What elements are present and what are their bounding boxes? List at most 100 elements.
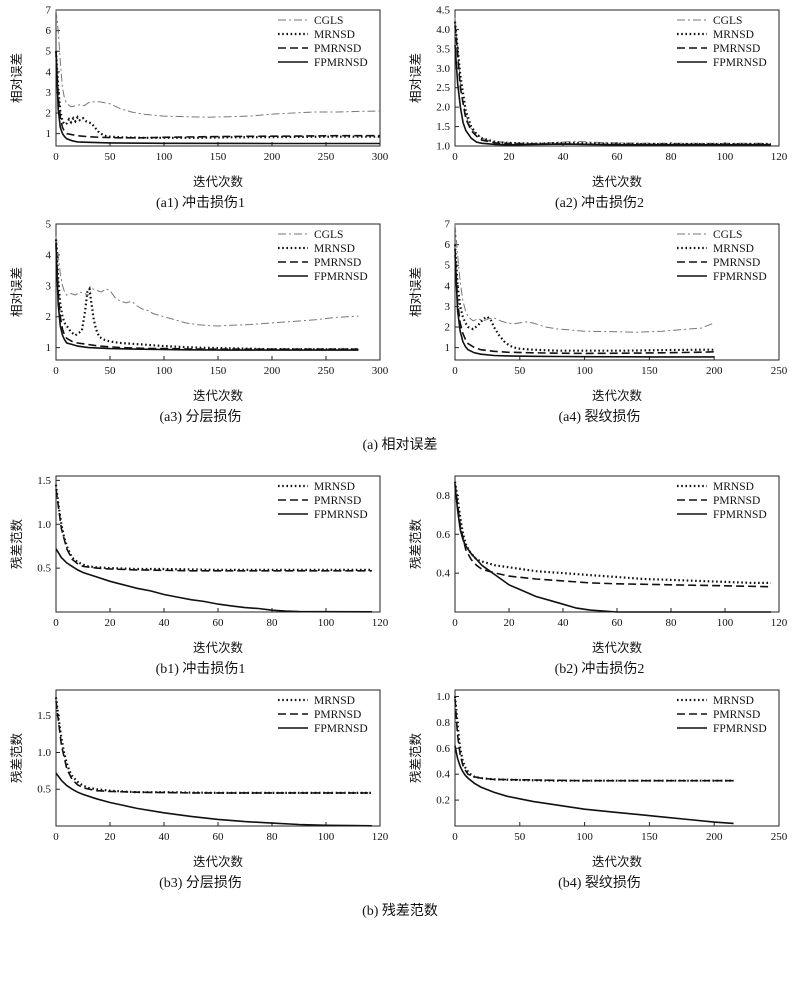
svg-text:100: 100 [716, 617, 733, 629]
svg-text:FPMRNSD: FPMRNSD [314, 723, 368, 735]
svg-text:PMRNSD: PMRNSD [314, 257, 361, 269]
svg-text:迭代次数: 迭代次数 [591, 640, 642, 655]
svg-text:CGLS: CGLS [314, 15, 343, 27]
svg-text:250: 250 [317, 365, 334, 377]
subplot-a4-caption: (a4) 裂纹损伤 [558, 410, 641, 425]
svg-text:0.5: 0.5 [37, 784, 51, 796]
svg-text:60: 60 [611, 151, 623, 163]
svg-text:0.4: 0.4 [436, 568, 450, 580]
svg-text:250: 250 [770, 365, 787, 377]
subplot-b3: 0 20 40 60 80 100 120 0.5 1.0 1.5 迭代次数 残差范数 MRNSD PMR… [6, 682, 395, 892]
svg-text:FPMRNSD: FPMRNSD [713, 723, 767, 735]
svg-text:FPMRNSD: FPMRNSD [713, 271, 767, 283]
svg-text:0.4: 0.4 [436, 769, 450, 781]
svg-text:相对误差: 相对误差 [10, 267, 24, 317]
svg-text:2: 2 [444, 322, 450, 334]
svg-text:120: 120 [371, 831, 388, 843]
svg-text:迭代次数: 迭代次数 [591, 854, 642, 869]
chart-svg-a4: 0 50 100 150 200 250 1 2 3 4 5 6 7 迭代次数 相对误差 CGLS MRNSD P… [409, 219, 788, 404]
svg-text:相对误差: 相对误差 [10, 53, 24, 103]
svg-text:150: 150 [641, 365, 658, 377]
svg-text:0: 0 [53, 365, 59, 377]
svg-text:100: 100 [155, 365, 172, 377]
svg-text:0: 0 [53, 151, 59, 163]
svg-text:40: 40 [557, 617, 569, 629]
chart-a2: 0 20 40 60 80 100 120 1.0 1.5 2.0 2.5 3.0 3.5 4.0 4.5 迭… [407, 2, 793, 190]
chart-svg-b1: 0 20 40 60 80 100 120 0.5 1.0 1.5 迭代次数 残差范数 MRNSD PMR… [9, 475, 389, 655]
svg-text:0.6: 0.6 [436, 743, 450, 755]
svg-text:100: 100 [155, 151, 172, 163]
svg-text:1.0: 1.0 [436, 141, 450, 153]
svg-text:MRNSD: MRNSD [713, 481, 754, 493]
svg-text:60: 60 [212, 831, 224, 843]
svg-text:100: 100 [317, 831, 334, 843]
svg-text:迭代次数: 迭代次数 [192, 640, 243, 655]
svg-text:FPMRNSD: FPMRNSD [314, 57, 368, 69]
svg-text:3: 3 [45, 280, 51, 292]
svg-text:3: 3 [444, 301, 450, 313]
svg-text:7: 7 [45, 5, 51, 17]
subplot-b4: 0 50 100 150 200 250 0.2 0.4 0.6 0.8 1.0 迭代次数 残差范数 MR… [405, 682, 794, 892]
subplot-b2-caption: (b2) 冲击损伤2 [554, 662, 645, 677]
svg-text:3.0: 3.0 [436, 63, 450, 75]
svg-text:80: 80 [665, 151, 677, 163]
chart-b3: 0 20 40 60 80 100 120 0.5 1.0 1.5 迭代次数 残差范数 MRNSD PMR… [8, 682, 394, 870]
svg-text:2: 2 [45, 108, 51, 120]
subplot-b4-caption: (b4) 裂纹损伤 [558, 876, 641, 891]
subplot-a3: 0 50 100 150 200 250 300 1 2 3 4 5 迭代次数 相对误差 CGLS MRNSD… [6, 216, 395, 426]
svg-text:50: 50 [104, 365, 116, 377]
svg-text:CGLS: CGLS [314, 229, 343, 241]
subplot-a2: 0 20 40 60 80 100 120 1.0 1.5 2.0 2.5 3.0 3.5 4.0 4.5 迭… [405, 2, 794, 212]
svg-text:50: 50 [514, 831, 526, 843]
svg-text:1.0: 1.0 [37, 519, 51, 531]
subplot-b1: 0 20 40 60 80 100 120 0.5 1.0 1.5 迭代次数 残差范数 MRNSD PMR… [6, 468, 395, 678]
svg-text:6: 6 [45, 25, 51, 37]
chart-svg-b2: 0 20 40 60 80 100 120 0.4 0.6 0.8 迭代次数 残差范数 MRNSD PMR… [408, 475, 787, 655]
svg-text:MRNSD: MRNSD [713, 29, 754, 41]
svg-text:20: 20 [104, 831, 116, 843]
svg-text:0.8: 0.8 [436, 717, 450, 729]
svg-text:1: 1 [444, 342, 450, 354]
svg-text:PMRNSD: PMRNSD [713, 43, 760, 55]
svg-text:50: 50 [104, 151, 116, 163]
group-b-grid: 0 20 40 60 80 100 120 0.5 1.0 1.5 迭代次数 残差范数 MRNSD PMR… [6, 468, 794, 892]
svg-text:100: 100 [576, 365, 593, 377]
svg-text:CGLS: CGLS [713, 229, 742, 241]
svg-text:300: 300 [371, 151, 388, 163]
svg-text:PMRNSD: PMRNSD [314, 495, 361, 507]
svg-text:100: 100 [317, 617, 334, 629]
svg-text:200: 200 [263, 365, 280, 377]
chart-svg-a3: 0 50 100 150 200 250 300 1 2 3 4 5 迭代次数 相对误差 CGLS MRNSD… [10, 219, 389, 404]
svg-text:1: 1 [45, 342, 51, 354]
svg-text:50: 50 [514, 365, 526, 377]
chart-a1: 0 50 100 150 200 250 300 1 2 3 4 5 6 7 迭代次数 相对误差 CGLS MRN… [8, 2, 394, 190]
subplot-b1-caption: (b1) 冲击损伤1 [155, 662, 246, 677]
svg-text:100: 100 [576, 831, 593, 843]
svg-text:4: 4 [45, 66, 51, 78]
svg-text:6: 6 [444, 239, 450, 251]
svg-text:MRNSD: MRNSD [713, 695, 754, 707]
subplot-a1-caption: (a1) 冲击损伤1 [155, 196, 246, 211]
svg-text:0: 0 [452, 151, 458, 163]
svg-text:4.0: 4.0 [436, 24, 450, 36]
svg-text:5: 5 [45, 46, 51, 58]
chart-a4: 0 50 100 150 200 250 1 2 3 4 5 6 7 迭代次数 相对误差 CGLS MRNSD P… [407, 216, 793, 404]
svg-text:0.6: 0.6 [436, 529, 450, 541]
svg-text:60: 60 [611, 617, 623, 629]
svg-text:MRNSD: MRNSD [314, 481, 355, 493]
svg-text:250: 250 [770, 831, 787, 843]
svg-text:1.5: 1.5 [37, 475, 51, 487]
svg-text:120: 120 [371, 617, 388, 629]
svg-text:MRNSD: MRNSD [314, 29, 355, 41]
chart-b2: 0 20 40 60 80 100 120 0.4 0.6 0.8 迭代次数 残差范数 MRNSD PMR… [407, 468, 793, 656]
svg-text:1.0: 1.0 [436, 691, 450, 703]
svg-text:相对误差: 相对误差 [409, 267, 423, 317]
svg-text:PMRNSD: PMRNSD [713, 495, 760, 507]
subplot-a3-caption: (a3) 分层损伤 [159, 410, 242, 425]
svg-text:迭代次数: 迭代次数 [192, 854, 243, 869]
svg-text:MRNSD: MRNSD [314, 243, 355, 255]
svg-text:1.5: 1.5 [37, 710, 51, 722]
chart-b1: 0 20 40 60 80 100 120 0.5 1.0 1.5 迭代次数 残差范数 MRNSD PMR… [8, 468, 394, 656]
svg-text:4.5: 4.5 [436, 5, 450, 17]
svg-text:1: 1 [45, 128, 51, 140]
